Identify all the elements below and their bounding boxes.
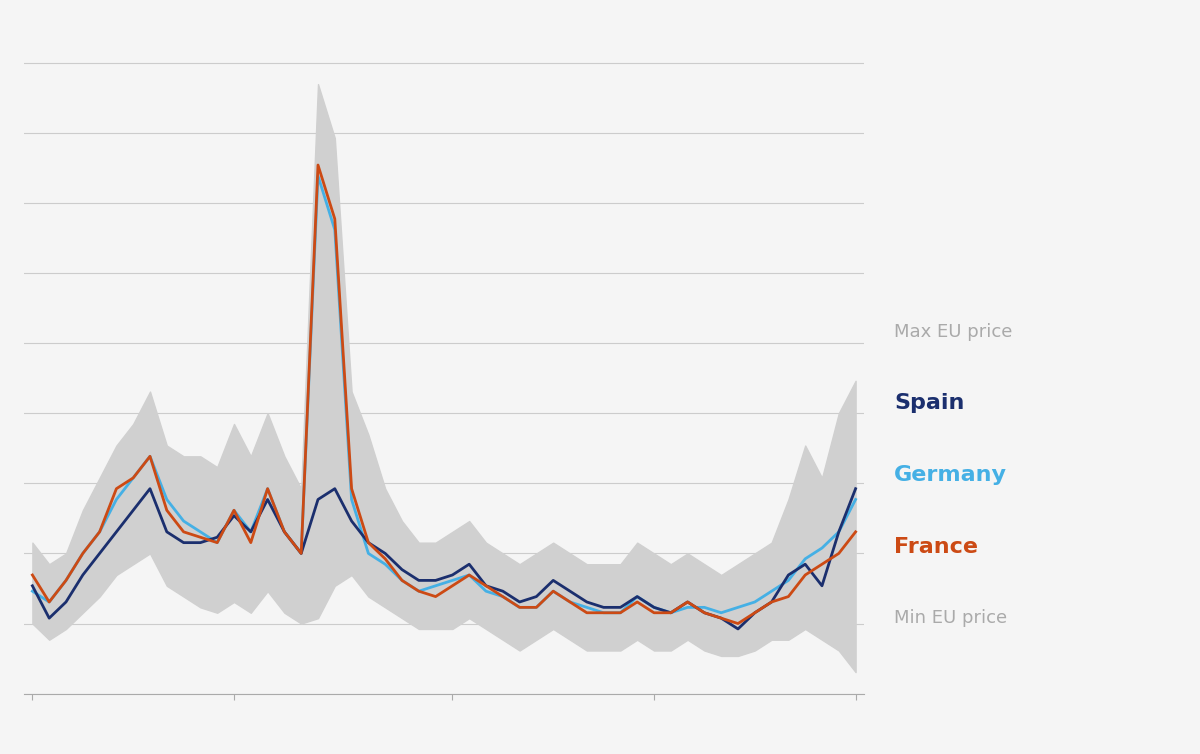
Text: Spain: Spain: [894, 394, 965, 413]
Text: Min EU price: Min EU price: [894, 609, 1007, 627]
Text: Germany: Germany: [894, 465, 1007, 485]
Text: France: France: [894, 537, 978, 556]
Text: Max EU price: Max EU price: [894, 323, 1013, 341]
